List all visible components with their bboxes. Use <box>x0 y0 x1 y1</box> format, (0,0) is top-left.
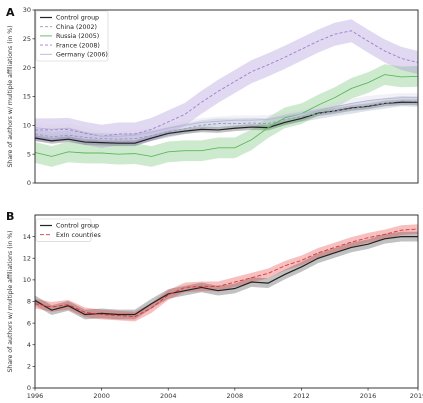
x-tick-label: 2019 <box>410 392 423 400</box>
series-line-2 <box>34 74 419 157</box>
y-axis-title: Share of authors w/ multiple affiliation… <box>7 25 14 167</box>
legend-entry: Control group <box>56 15 99 22</box>
y-tick-label: 4 <box>27 341 31 349</box>
y-tick-label: 14 <box>23 233 31 241</box>
confidence-band-1 <box>35 224 418 322</box>
x-tick-label: 2004 <box>160 392 177 400</box>
confidence-band-2 <box>35 64 418 167</box>
y-tick-label: 2 <box>27 363 31 371</box>
confidence-band-0 <box>35 99 418 147</box>
legend: Control group ExIn countries <box>35 218 101 242</box>
y-tick-label: 25 <box>23 35 31 43</box>
x-tick-label: 2012 <box>293 392 310 400</box>
x-tick-label: 2016 <box>360 392 377 400</box>
legend-entry: Germany (2006) <box>56 52 108 59</box>
series-line-4 <box>34 97 418 137</box>
x-tick-label: 2000 <box>93 392 110 400</box>
x-tick-label: 1996 <box>27 392 44 400</box>
confidence-band-3 <box>35 19 418 148</box>
confidence-band-0 <box>35 231 418 320</box>
y-tick-label: 5 <box>27 150 31 158</box>
panel-a-chart: A 0 5 10 15 20 25 30 Share of authors w/ multipl… <box>6 6 419 187</box>
y-tick-label: 20 <box>23 64 31 72</box>
y-tick-label: 6 <box>27 319 31 327</box>
y-tick-label: 12 <box>23 254 31 262</box>
legend-box <box>35 218 92 242</box>
legend-entry: France (2008) <box>56 42 100 49</box>
y-tick-label: 30 <box>23 6 31 14</box>
y-tick-label: 0 <box>27 179 31 187</box>
panel-b-chart: B 0 2 4 6 8 10 12 14 1996 2000 2004 2008 2012 2016 2019… <box>6 210 423 400</box>
y-tick-label: 8 <box>27 298 31 306</box>
y-tick-label: 10 <box>23 276 31 284</box>
y-axis-title: Share of authors w/ multiple affiliation… <box>7 230 14 372</box>
y-tick-label: 15 <box>23 93 31 101</box>
legend: Control group China (2002) Russia (2005) Fr… <box>35 10 109 62</box>
panel-letter-b: B <box>6 210 14 223</box>
series-line-1 <box>34 228 419 318</box>
panel-letter-a: A <box>6 6 15 19</box>
series-line-0 <box>34 236 418 316</box>
legend-entry: Russia (2005) <box>56 33 99 40</box>
legend-box <box>35 10 109 62</box>
y-tick-label: 10 <box>23 122 31 130</box>
x-tick-label: 2008 <box>227 392 244 400</box>
confidence-band-1 <box>35 95 418 145</box>
series-line-3 <box>35 30 419 137</box>
series-line-1 <box>34 100 419 140</box>
legend-entry: ExIn countries <box>56 232 101 239</box>
confidence-band-4 <box>35 93 418 141</box>
y-tick-label: 0 <box>27 384 31 392</box>
legend-entry: China (2002) <box>56 24 97 31</box>
legend-entry: Control group <box>56 223 99 230</box>
